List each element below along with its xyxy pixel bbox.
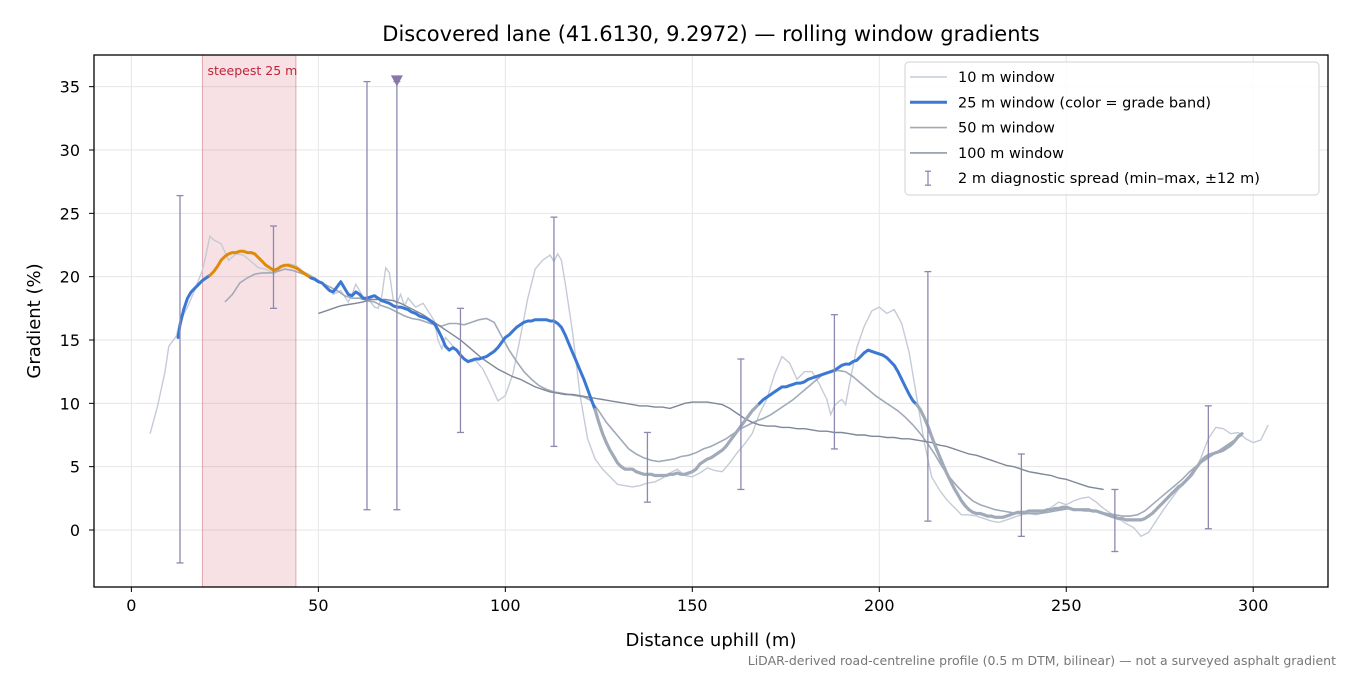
legend-label: 100 m window: [958, 146, 1064, 162]
plot-frame: [93, 54, 1329, 588]
series-25m-line: [176, 273, 212, 339]
x-tick-label: 0: [126, 596, 136, 615]
x-axis-ticks: 0 50 100 150 200 250 300: [126, 587, 1268, 615]
series-25m-line: [309, 276, 597, 412]
series-100m-line: [318, 298, 1104, 491]
legend-label: 50 m window: [958, 121, 1055, 137]
peak-marker: [390, 75, 403, 87]
error-bars: [176, 80, 1212, 564]
series-25m-line: [915, 403, 1244, 522]
legend-box: [904, 61, 1320, 196]
x-tick-label: 100: [490, 596, 521, 615]
x-axis-label: Distance uphill (m): [626, 630, 797, 651]
series-25m-line: [758, 348, 919, 407]
legend: 10 m window 25 m window (color = grade ba…: [904, 61, 1320, 196]
x-tick-label: 250: [1051, 596, 1082, 615]
series-25m-line: [208, 249, 313, 280]
steepest-window-band: steepest 25 m: [201, 55, 297, 587]
series-10m-line: [149, 234, 1269, 538]
y-tick-label: 15: [60, 331, 80, 350]
series-25m-line: [593, 401, 762, 478]
y-tick-label: 25: [60, 204, 80, 223]
footnote: LiDAR-derived road-centreline profile (0…: [748, 653, 1336, 668]
y-tick-label: 30: [60, 141, 80, 160]
y-axis-label: Gradient (%): [24, 263, 45, 378]
legend-label: 25 m window (color = grade band): [958, 95, 1211, 111]
y-tick-label: 0: [70, 521, 80, 540]
legend-label: 2 m diagnostic spread (min–max, ±12 m): [958, 171, 1260, 187]
y-tick-label: 5: [70, 458, 80, 477]
peak-markers: [390, 75, 403, 87]
x-tick-label: 150: [677, 596, 708, 615]
x-tick-label: 50: [308, 596, 328, 615]
steepest-window-fill: [202, 55, 296, 587]
chart-title: Discovered lane (41.6130, 9.2972) — roll…: [382, 22, 1039, 46]
y-axis-ticks: 0 5 10 15 20 25 30 35: [60, 78, 94, 540]
y-tick-label: 10: [60, 394, 80, 413]
x-tick-label: 200: [864, 596, 895, 615]
y-tick-label: 35: [60, 78, 80, 97]
legend-label: 10 m window: [958, 70, 1055, 86]
y-tick-label: 20: [60, 268, 80, 287]
steepest-window-label: steepest 25 m: [207, 63, 297, 78]
x-tick-label: 300: [1238, 596, 1269, 615]
series-lines: [149, 234, 1269, 538]
